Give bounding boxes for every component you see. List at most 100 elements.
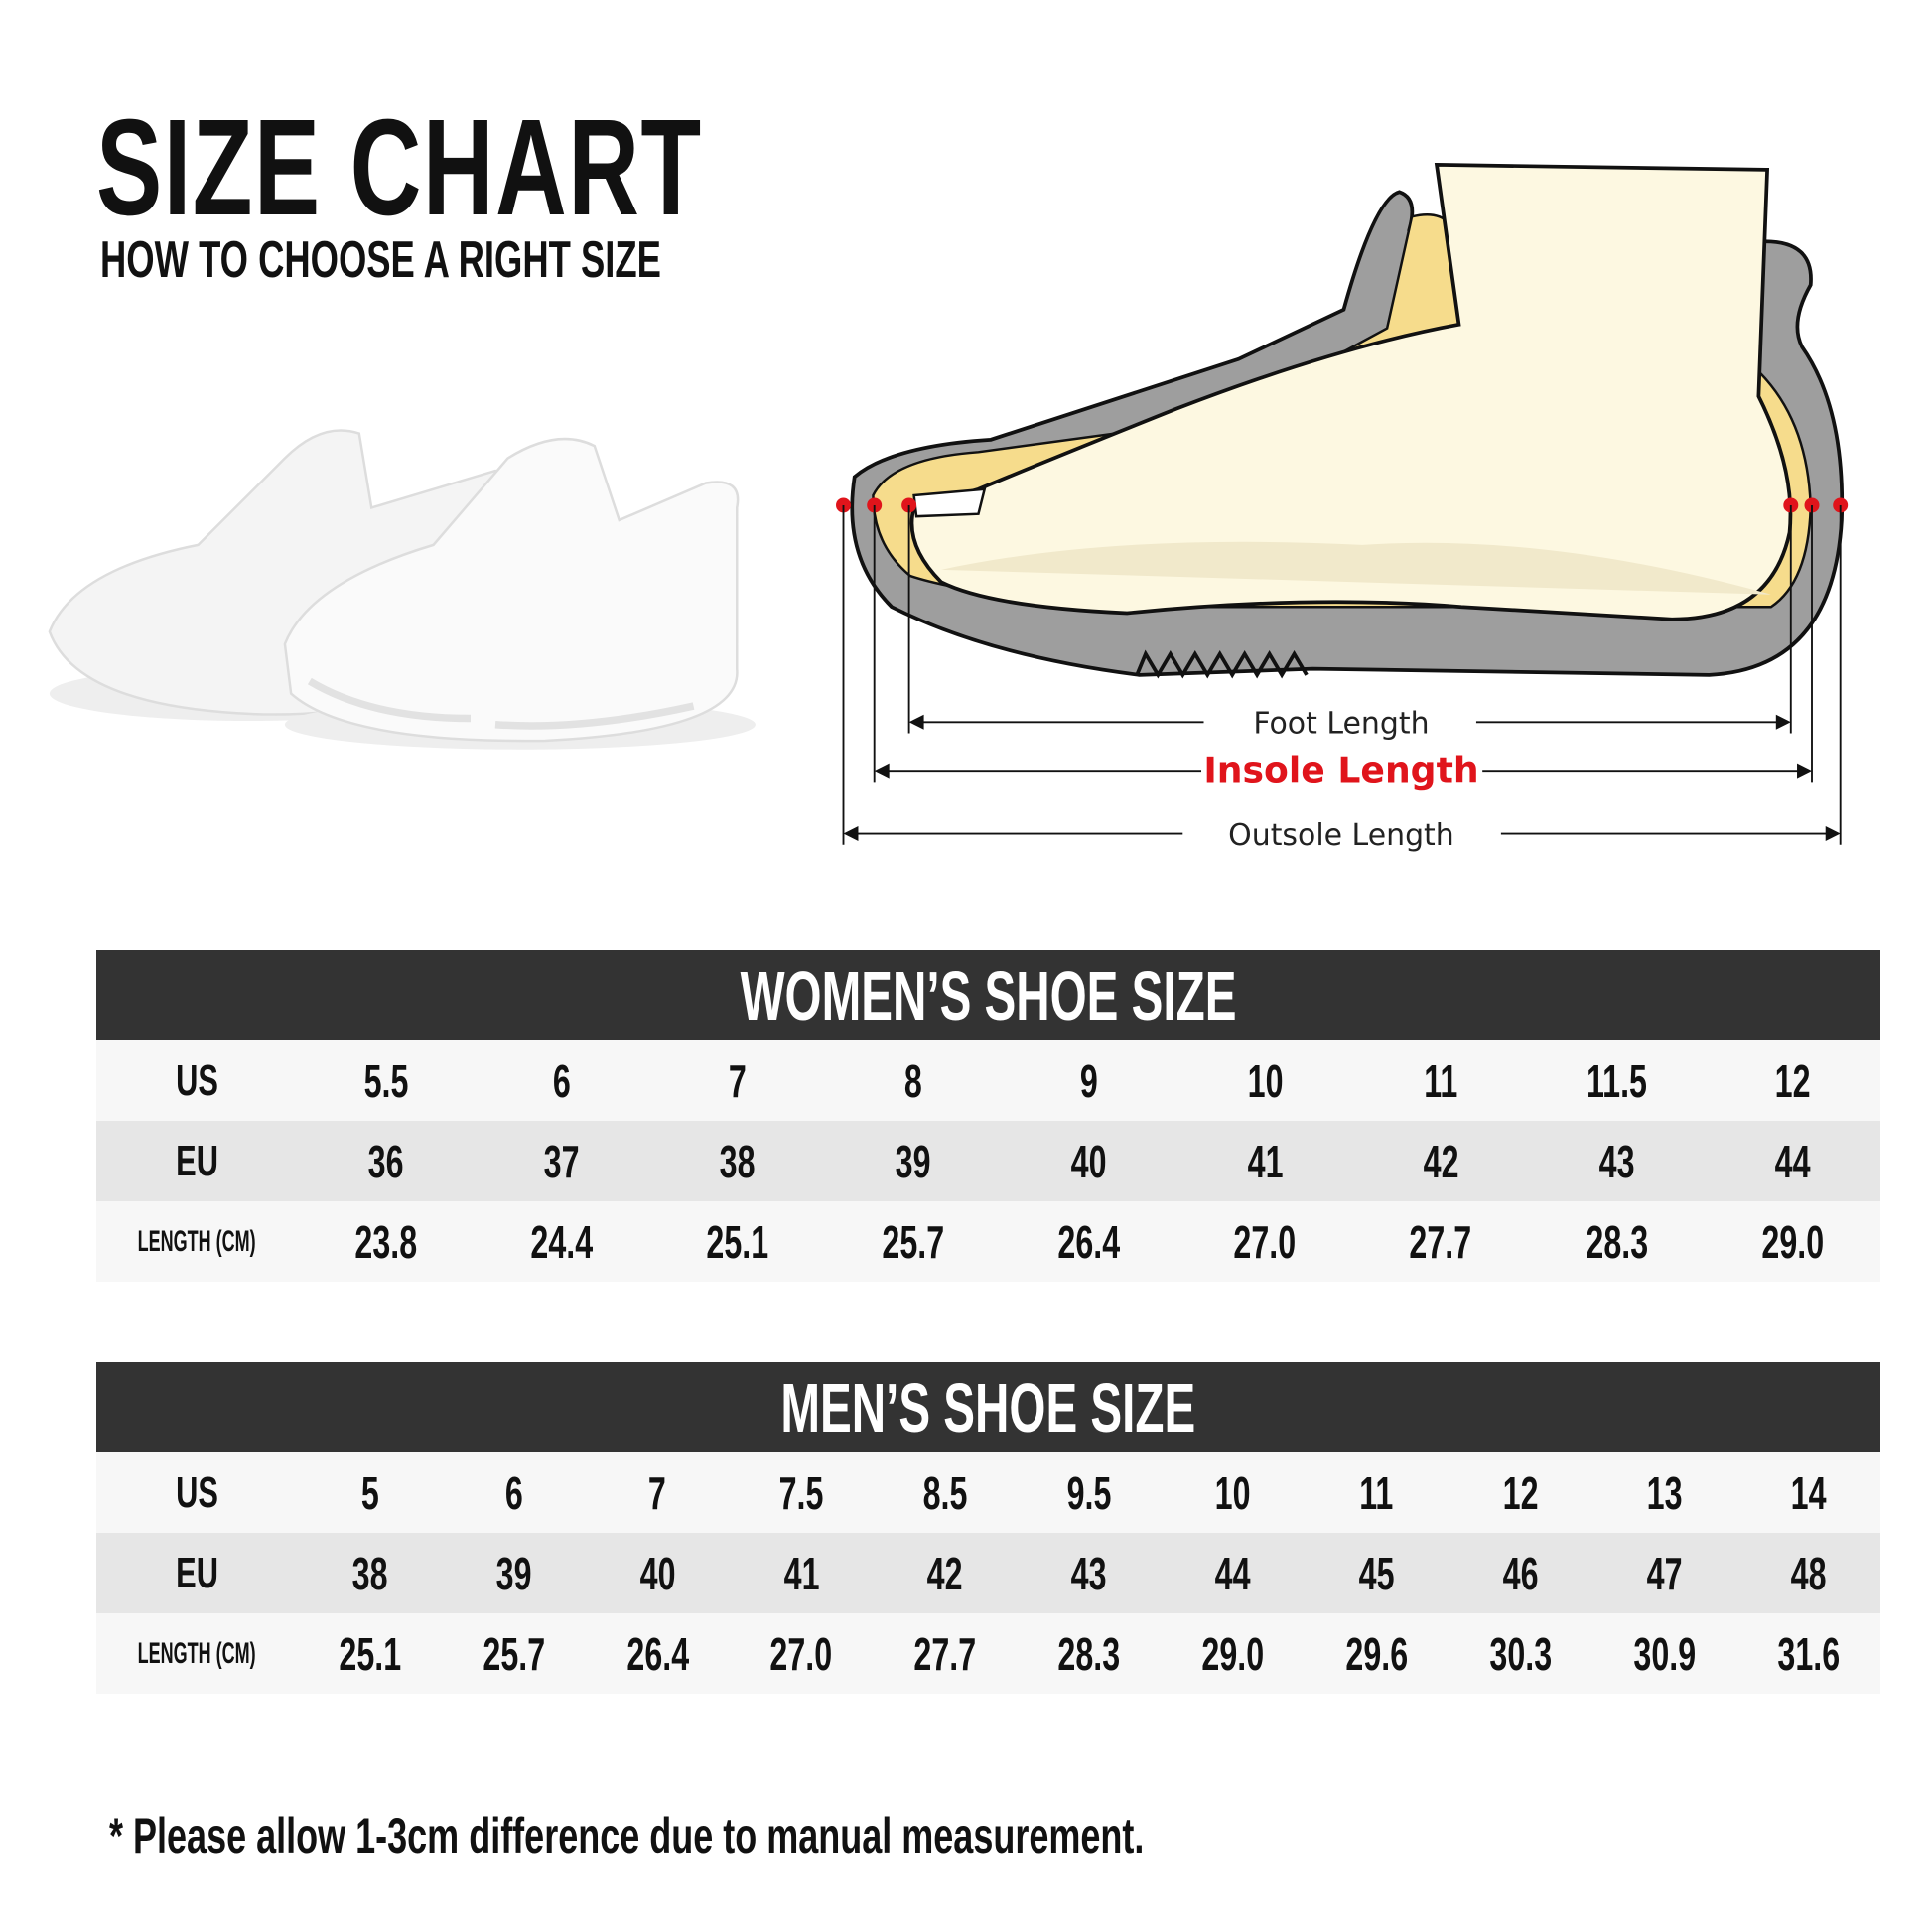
table-cell: 28.3 bbox=[1529, 1215, 1705, 1269]
cell-value: 10 bbox=[1247, 1054, 1284, 1107]
table-cell: 44 bbox=[1705, 1135, 1880, 1188]
cell-value: 29.0 bbox=[1201, 1627, 1265, 1680]
row-label-text: LENGTH (CM) bbox=[138, 1636, 256, 1670]
table-cell: 11.5 bbox=[1529, 1054, 1705, 1108]
cell-value: 43 bbox=[1598, 1135, 1635, 1187]
table-cell: 5.5 bbox=[298, 1054, 474, 1108]
cell-value: 8.5 bbox=[922, 1466, 968, 1519]
cell-value: 6 bbox=[504, 1466, 523, 1519]
table-cell: 29.0 bbox=[1161, 1627, 1305, 1681]
table-cell: 36 bbox=[298, 1135, 474, 1188]
cell-value: 46 bbox=[1502, 1547, 1539, 1599]
table-cell: 25.7 bbox=[825, 1215, 1001, 1269]
table-row-us: US 5 6 7 7.5 8.5 9.5 10 11 12 13 14 bbox=[96, 1452, 1880, 1533]
row-label-text: EU bbox=[176, 1548, 218, 1597]
table-cell: 44 bbox=[1161, 1547, 1305, 1600]
cell-value: 27.0 bbox=[1233, 1215, 1297, 1268]
table-row-length: LENGTH (CM) 25.1 25.7 26.4 27.0 27.7 28.3 29.0 2… bbox=[96, 1613, 1880, 1694]
cell-value: 29.0 bbox=[1761, 1215, 1824, 1268]
table-cell: 8 bbox=[825, 1054, 1001, 1108]
table-cell: 48 bbox=[1736, 1547, 1880, 1600]
cell-value: 36 bbox=[367, 1135, 404, 1187]
cell-value: 6 bbox=[552, 1054, 571, 1107]
cell-value: 25.1 bbox=[706, 1215, 769, 1268]
table-cell: 43 bbox=[1529, 1135, 1705, 1188]
row-label: EU bbox=[96, 1549, 298, 1598]
foot-length-label: Foot Length bbox=[1253, 706, 1429, 741]
table-cell: 9.5 bbox=[1018, 1466, 1162, 1520]
page-subtitle: HOW TO CHOOSE A RIGHT SIZE bbox=[100, 231, 661, 289]
table-row-length: LENGTH (CM) 23.8 24.4 25.1 25.7 26.4 27.0 27.7 2… bbox=[96, 1201, 1880, 1282]
cell-value: 8 bbox=[903, 1054, 922, 1107]
table-cell: 28.3 bbox=[1018, 1627, 1162, 1681]
women-table-header: WOMEN’S SHOE SIZE bbox=[96, 950, 1880, 1040]
cell-value: 25.7 bbox=[882, 1215, 945, 1268]
table-cell: 39 bbox=[442, 1547, 586, 1600]
row-label-text: US bbox=[176, 1055, 218, 1105]
cell-value: 27.7 bbox=[1409, 1215, 1472, 1268]
cell-value: 37 bbox=[543, 1135, 580, 1187]
cell-value: 25.1 bbox=[339, 1627, 401, 1680]
table-cell: 7 bbox=[649, 1054, 825, 1108]
cell-value: 5.5 bbox=[363, 1054, 408, 1107]
cell-value: 43 bbox=[1071, 1547, 1107, 1599]
cell-value: 39 bbox=[895, 1135, 931, 1187]
table-cell: 47 bbox=[1592, 1547, 1736, 1600]
cell-value: 40 bbox=[1071, 1135, 1107, 1187]
table-cell: 7.5 bbox=[730, 1466, 874, 1520]
table-cell: 45 bbox=[1305, 1547, 1449, 1600]
table-cell: 9 bbox=[1001, 1054, 1176, 1108]
table-cell: 38 bbox=[649, 1135, 825, 1188]
women-table-title: WOMEN’S SHOE SIZE bbox=[740, 956, 1237, 1035]
table-cell: 30.3 bbox=[1449, 1627, 1592, 1681]
table-cell: 24.4 bbox=[474, 1215, 649, 1269]
table-cell: 46 bbox=[1449, 1547, 1592, 1600]
cell-value: 7 bbox=[728, 1054, 747, 1107]
cell-value: 10 bbox=[1214, 1466, 1251, 1519]
row-label-text: US bbox=[176, 1467, 218, 1517]
table-cell: 43 bbox=[1018, 1547, 1162, 1600]
table-cell: 25.7 bbox=[442, 1627, 586, 1681]
table-cell: 25.1 bbox=[298, 1627, 442, 1681]
row-label: US bbox=[96, 1056, 298, 1106]
table-cell: 7 bbox=[586, 1466, 730, 1520]
table-cell: 40 bbox=[586, 1547, 730, 1600]
cell-value: 38 bbox=[719, 1135, 756, 1187]
outsole-length-label: Outsole Length bbox=[1228, 818, 1454, 853]
table-cell: 5 bbox=[298, 1466, 442, 1520]
cell-value: 29.6 bbox=[1345, 1627, 1409, 1680]
cell-value: 7 bbox=[648, 1466, 667, 1519]
table-cell: 27.7 bbox=[874, 1627, 1018, 1681]
foot-diagram: Foot Length Insole Length Outsole Length bbox=[836, 163, 1849, 853]
table-row-eu: EU 38 39 40 41 42 43 44 45 46 47 48 bbox=[96, 1533, 1880, 1613]
row-label: LENGTH (CM) bbox=[96, 1225, 298, 1259]
cell-value: 41 bbox=[783, 1547, 820, 1599]
table-cell: 26.4 bbox=[1001, 1215, 1176, 1269]
cell-value: 27.7 bbox=[913, 1627, 977, 1680]
table-cell: 12 bbox=[1705, 1054, 1880, 1108]
table-cell: 13 bbox=[1592, 1466, 1736, 1520]
table-cell: 41 bbox=[1177, 1135, 1353, 1188]
table-cell: 8.5 bbox=[874, 1466, 1018, 1520]
table-cell: 10 bbox=[1177, 1054, 1353, 1108]
table-cell: 40 bbox=[1001, 1135, 1176, 1188]
cell-value: 14 bbox=[1790, 1466, 1827, 1519]
table-cell: 23.8 bbox=[298, 1215, 474, 1269]
table-cell: 14 bbox=[1736, 1466, 1880, 1520]
table-cell: 42 bbox=[1353, 1135, 1529, 1188]
table-cell: 6 bbox=[474, 1054, 649, 1108]
table-cell: 27.0 bbox=[1177, 1215, 1353, 1269]
cell-value: 9.5 bbox=[1066, 1466, 1112, 1519]
cell-value: 45 bbox=[1358, 1547, 1395, 1599]
table-cell: 26.4 bbox=[586, 1627, 730, 1681]
cell-value: 11 bbox=[1424, 1054, 1458, 1107]
table-cell: 31.6 bbox=[1736, 1627, 1880, 1681]
cell-value: 40 bbox=[639, 1547, 676, 1599]
row-label-text: LENGTH (CM) bbox=[138, 1224, 256, 1258]
table-cell: 25.1 bbox=[649, 1215, 825, 1269]
table-row-us: US 5.5 6 7 8 9 10 11 11.5 12 bbox=[96, 1040, 1880, 1121]
table-cell: 37 bbox=[474, 1135, 649, 1188]
cell-value: 12 bbox=[1502, 1466, 1539, 1519]
table-cell: 11 bbox=[1353, 1054, 1529, 1108]
cell-value: 42 bbox=[927, 1547, 963, 1599]
